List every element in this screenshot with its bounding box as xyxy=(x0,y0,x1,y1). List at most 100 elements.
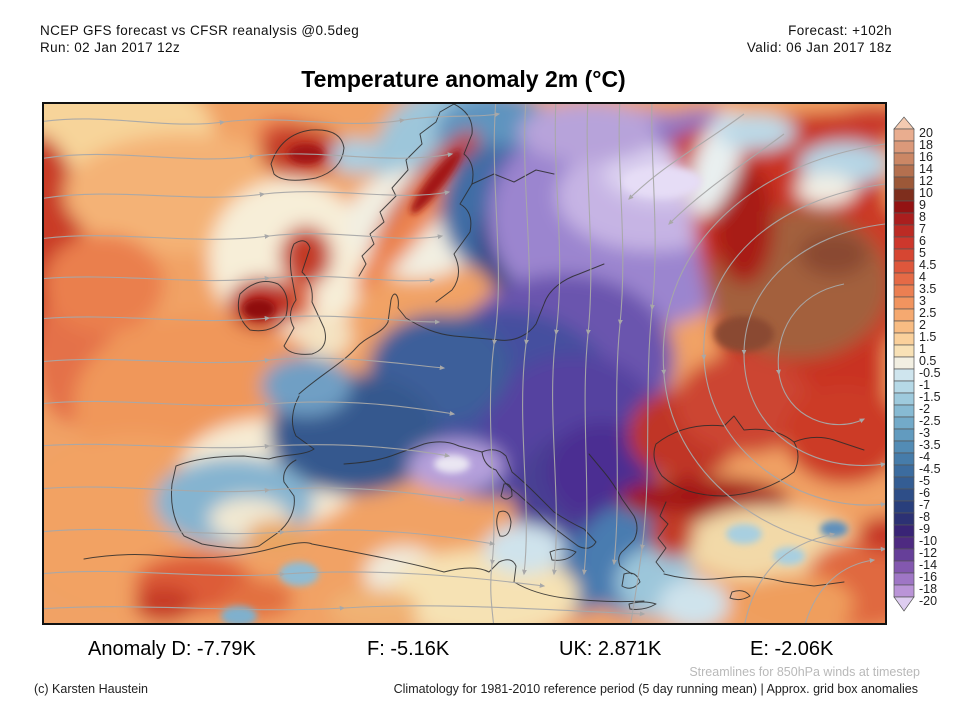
colorbar-tick-label: -8 xyxy=(919,510,930,524)
model-info: NCEP GFS forecast vs CFSR reanalysis @0.… xyxy=(40,22,359,56)
colorbar-tick-label: -2.5 xyxy=(919,414,941,428)
colorbar-triangle-bottom xyxy=(893,596,915,612)
forecast-hour-line: Forecast: +102h xyxy=(788,23,892,38)
colorbar-tick-label: 3 xyxy=(919,294,926,308)
colorbar-tick-label: -5 xyxy=(919,474,930,488)
colorbar-band xyxy=(893,416,915,430)
colorbar-band xyxy=(893,320,915,334)
colorbar-tick-label: -4.5 xyxy=(919,462,941,476)
colorbar-band xyxy=(893,488,915,502)
colorbar-band xyxy=(893,296,915,310)
colorbar-tick-label: 18 xyxy=(919,138,933,152)
colorbar-tick-label: 2.5 xyxy=(919,306,936,320)
colorbar-band xyxy=(893,560,915,574)
colorbar-band xyxy=(893,524,915,538)
anomaly-map-canvas xyxy=(44,104,885,623)
forecast-info: Forecast: +102h Valid: 06 Jan 2017 18z xyxy=(747,22,892,56)
colorbar-tick-label: 4 xyxy=(919,270,926,284)
colorbar-scale: 201816141210987654.543.532.521.510.5-0.5… xyxy=(893,116,941,612)
stat-e: E: -2.06K xyxy=(750,638,834,660)
colorbar-tick-label: 1.5 xyxy=(919,330,936,344)
colorbar-tick-label: -7 xyxy=(919,498,930,512)
colorbar-band xyxy=(893,236,915,250)
copyright: (c) Karsten Haustein xyxy=(34,682,148,696)
colorbar-band xyxy=(893,332,915,346)
colorbar-band xyxy=(893,272,915,286)
anomaly-stats-row: Anomaly D: -7.79K F: -5.16K UK: 2.871K E… xyxy=(0,638,960,664)
colorbar-band xyxy=(893,368,915,382)
colorbar-band xyxy=(893,308,915,322)
colorbar-tick-label: -1 xyxy=(919,378,930,392)
colorbar-tick-label: 20 xyxy=(919,126,933,140)
colorbar-band xyxy=(893,500,915,514)
colorbar-band xyxy=(893,188,915,202)
colorbar-tick-label: 2 xyxy=(919,318,926,332)
colorbar-tick-label: 4.5 xyxy=(919,258,936,272)
colorbar-tick-label: 0.5 xyxy=(919,354,936,368)
colorbar-band xyxy=(893,572,915,586)
colorbar-band xyxy=(893,536,915,550)
colorbar-tick-label: 8 xyxy=(919,210,926,224)
colorbar-tick-label: 14 xyxy=(919,162,933,176)
colorbar-band xyxy=(893,476,915,490)
colorbar-band xyxy=(893,128,915,142)
colorbar-tick-label: -9 xyxy=(919,522,930,536)
colorbar-band xyxy=(893,356,915,370)
colorbar-band xyxy=(893,248,915,262)
colorbar: 20 18 16 14 12 10 9 8 7 6 5 4.5 4 3.5 3 2.5 2 1.5 1 0.5 -0.5… xyxy=(893,116,959,618)
temperature-field-layer xyxy=(44,104,885,623)
colorbar-band xyxy=(893,200,915,214)
colorbar-band xyxy=(893,464,915,478)
colorbar-tick-label: -4 xyxy=(919,450,930,464)
colorbar-band xyxy=(893,548,915,562)
model-info-line1: NCEP GFS forecast vs CFSR reanalysis @0.… xyxy=(40,23,360,38)
stat-f: F: -5.16K xyxy=(367,638,450,660)
streamlines-note: Streamlines for 850hPa winds at timestep xyxy=(689,665,920,679)
valid-time-line: Valid: 06 Jan 2017 18z xyxy=(746,40,892,55)
colorbar-tick-label: -20 xyxy=(919,594,937,608)
colorbar-band xyxy=(893,140,915,154)
colorbar-tick-label: 1 xyxy=(919,342,926,356)
colorbar-tick-label: 9 xyxy=(919,198,926,212)
colorbar-band xyxy=(893,440,915,454)
colorbar-band xyxy=(893,392,915,406)
colorbar-tick-label: -2 xyxy=(919,402,930,416)
stat-anomaly-d: Anomaly D: -7.79K xyxy=(88,638,256,660)
colorbar-tick-label: -12 xyxy=(919,546,937,560)
colorbar-tick-label: -0.5 xyxy=(919,366,941,380)
colorbar-tick-label: 12 xyxy=(919,174,933,188)
colorbar-band xyxy=(893,404,915,418)
streamlines-layer xyxy=(44,104,885,623)
colorbar-tick-label: -1.5 xyxy=(919,390,941,404)
temperature-spots-layer xyxy=(221,144,848,623)
colorbar-tick-label: -14 xyxy=(919,558,937,572)
colorbar-band xyxy=(893,260,915,274)
page-title: Temperature anomaly 2m (°C) xyxy=(301,66,626,92)
colorbar-band xyxy=(893,344,915,358)
colorbar-band xyxy=(893,584,915,598)
colorbar-tick-label: -6 xyxy=(919,486,930,500)
colorbar-tick-label: 5 xyxy=(919,246,926,260)
colorbar-band xyxy=(893,452,915,466)
colorbar-band xyxy=(893,176,915,190)
climatology-note: Climatology for 1981-2010 reference peri… xyxy=(393,682,918,696)
run-info-line: Run: 02 Jan 2017 12z xyxy=(40,40,181,55)
colorbar-tick-label: 7 xyxy=(919,222,926,236)
colorbar-tick-label: -10 xyxy=(919,534,937,548)
colorbar-band xyxy=(893,152,915,166)
stat-uk: UK: 2.871K xyxy=(559,638,662,660)
colorbar-tick-label: 10 xyxy=(919,186,933,200)
colorbar-tick-label: -18 xyxy=(919,582,937,596)
colorbar-band xyxy=(893,284,915,298)
colorbar-band xyxy=(893,164,915,178)
colorbar-band xyxy=(893,512,915,526)
colorbar-tick-label: -3.5 xyxy=(919,438,941,452)
colorbar-tick-label: -16 xyxy=(919,570,937,584)
colorbar-tick-label: 3.5 xyxy=(919,282,936,296)
anomaly-map xyxy=(42,102,887,625)
colorbar-triangle-top xyxy=(893,116,915,130)
colorbar-band xyxy=(893,212,915,226)
colorbar-tick-label: 6 xyxy=(919,234,926,248)
colorbar-band xyxy=(893,380,915,394)
